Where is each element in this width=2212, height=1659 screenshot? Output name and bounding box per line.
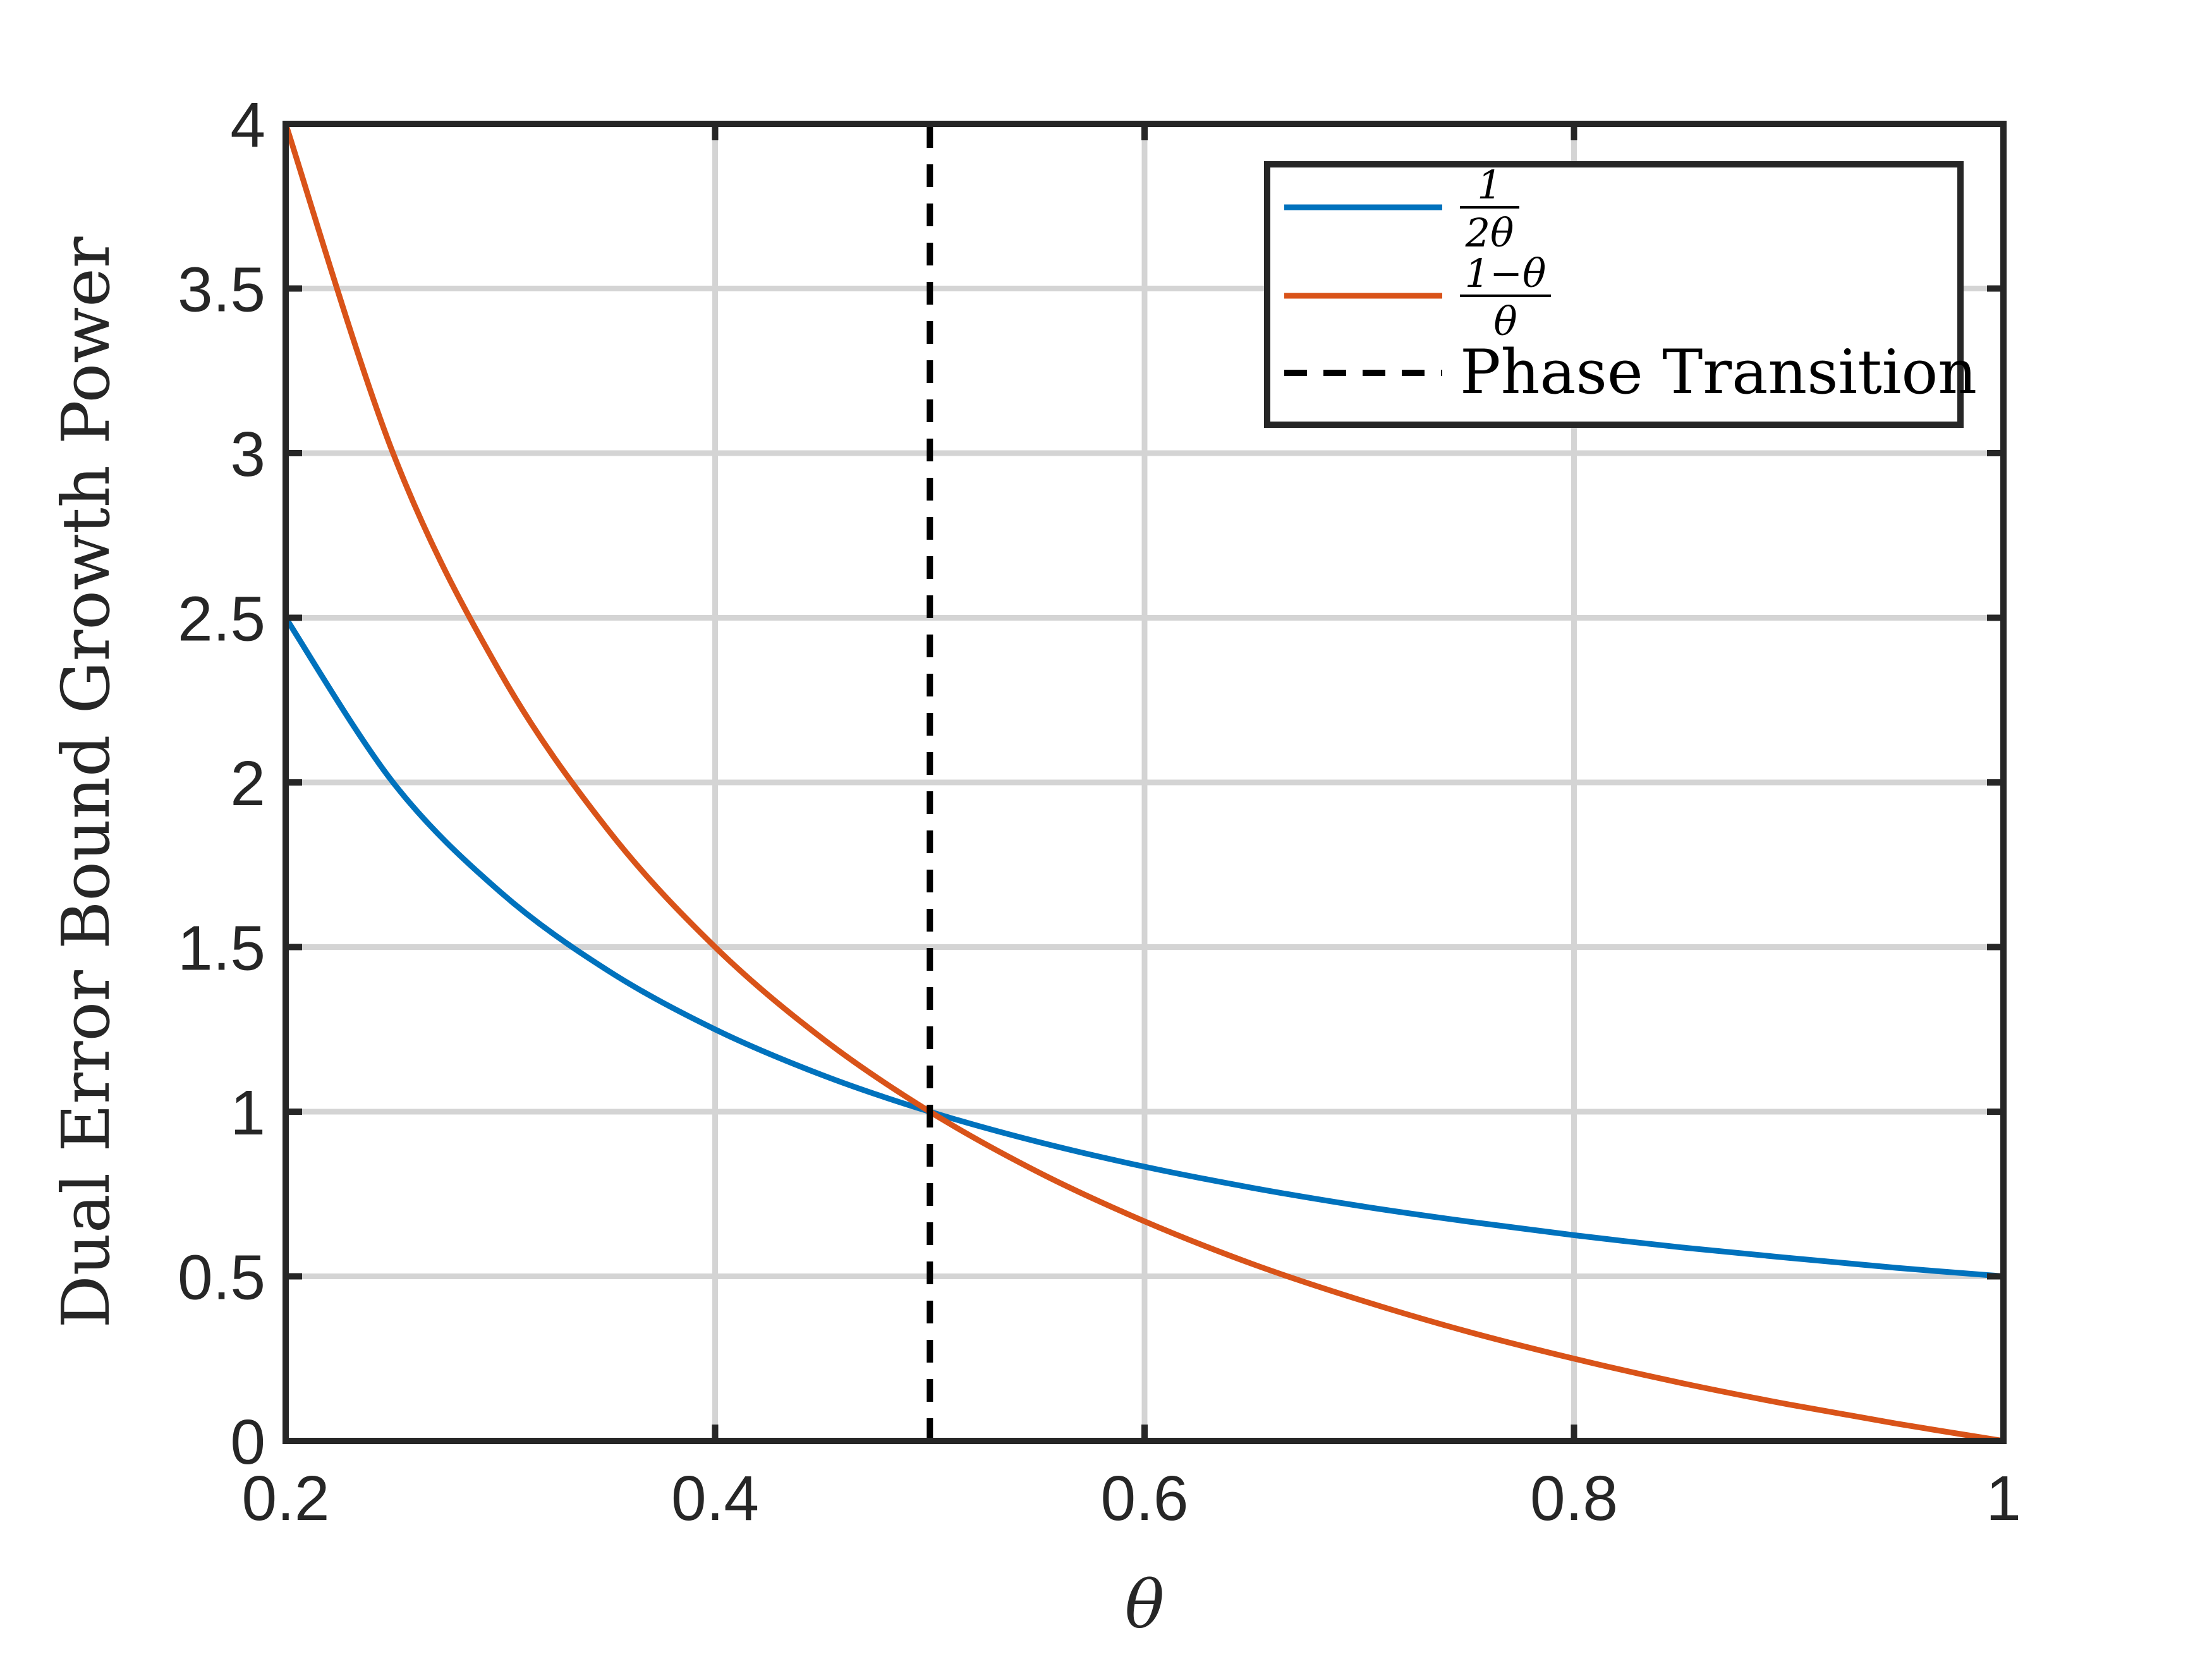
y-tick-label: 0 [230, 1407, 265, 1478]
y-tick-label: 3.5 [178, 255, 265, 325]
legend-label: Phase Transition [1460, 337, 1977, 408]
x-tick-label: 0.4 [671, 1463, 759, 1534]
y-tick-label: 0.5 [178, 1243, 265, 1313]
x-tick-label: 0.2 [241, 1463, 329, 1534]
x-tick-label: 0.8 [1530, 1463, 1618, 1534]
y-tick-label: 4 [230, 90, 265, 161]
y-axis-label: Dual Error Bound Growth Power [47, 236, 125, 1328]
legend-numerator: 1−θ [1465, 250, 1547, 296]
legend-denominator: θ [1493, 298, 1517, 344]
series-line-1 [283, 123, 2004, 1444]
legend-denominator: 2θ [1465, 210, 1514, 256]
x-axis-label: θ [1125, 1566, 1165, 1643]
y-tick-label: 1 [230, 1078, 265, 1148]
x-tick-label: 1 [1986, 1463, 2021, 1534]
y-tick-label: 3 [230, 419, 265, 490]
legend-numerator: 1 [1477, 162, 1502, 208]
series-line-0 [283, 616, 2004, 1279]
axes-box [283, 121, 2007, 1444]
series-layer [283, 123, 2004, 1444]
y-tick-label: 2 [230, 748, 265, 819]
y-tick-label: 1.5 [178, 913, 265, 984]
x-tick-label: 0.6 [1100, 1463, 1188, 1534]
y-tick-label: 2.5 [178, 584, 265, 655]
tick-labels: 0.2 0.4 0.6 0.8 1 0 0.5 1 1.5 2 2.5 3 3.5 4 [178, 90, 2021, 1534]
